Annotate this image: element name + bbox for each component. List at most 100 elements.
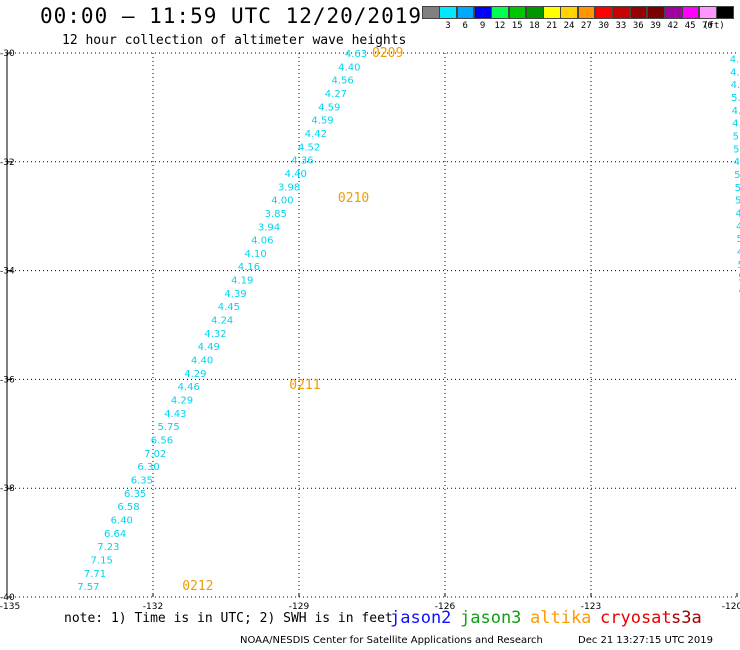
wave-height-label: 5.33	[738, 273, 740, 284]
wave-height-label: 4.10	[244, 249, 266, 260]
wave-height-label: 4.48	[732, 119, 740, 130]
wave-height-label: 4.47	[738, 286, 740, 297]
x-tick-label: -123	[581, 602, 601, 612]
wave-height-label: 4.63	[345, 49, 367, 60]
wave-height-label: 7.23	[97, 542, 119, 553]
wave-height-label: 6.56	[151, 436, 173, 447]
wave-height-label: 4.59	[318, 102, 340, 113]
wave-height-label: 4.59	[311, 116, 333, 127]
wave-height-label: 4.24	[211, 316, 233, 327]
wave-height-label: 4.29	[184, 369, 206, 380]
wave-height-label: 4.82	[734, 157, 740, 168]
pass-time-label: 0210	[338, 191, 369, 206]
wave-height-label: 5.75	[158, 422, 180, 433]
generated-timestamp: Dec 21 13:27:15 UTC 2019	[578, 635, 713, 646]
x-tick-label: -126	[435, 602, 456, 612]
wave-height-label: 4.39	[224, 289, 246, 300]
wave-height-label: 4.46	[178, 382, 200, 393]
wave-height-label: 4.45	[218, 302, 240, 313]
wave-height-label: 6.40	[111, 515, 133, 526]
wave-height-label: 4.85	[732, 106, 740, 117]
legend-swatch-label: 18	[529, 21, 540, 31]
wave-height-label: 6.30	[137, 462, 159, 473]
satellite-name-cryosat: cryosat	[600, 608, 672, 628]
wave-height-label: 4.29	[171, 396, 193, 407]
wave-height-label: 5.98	[734, 170, 740, 181]
wave-height-label: 7.71	[84, 569, 106, 580]
wave-height-label: 3.85	[265, 209, 287, 220]
legend-swatch-label: 3	[445, 21, 451, 31]
wave-height-label: 4.42	[305, 129, 327, 140]
legend-swatch	[491, 6, 509, 19]
wave-height-label: 6.35	[124, 489, 146, 500]
legend-swatch-label: 70	[702, 21, 713, 31]
wave-height-label: 4.40	[285, 169, 307, 180]
wave-height-label: 5.51	[737, 260, 740, 271]
pass-time-label: 0211	[289, 378, 320, 393]
wave-height-label: 6.35	[131, 475, 153, 486]
y-tick-label: -30	[0, 49, 15, 59]
legend-swatch-label: 39	[650, 21, 661, 31]
legend-unit-label: (ft)	[703, 21, 725, 31]
wave-height-label: 4.19	[231, 276, 253, 287]
wave-height-label: 6.64	[104, 529, 126, 540]
footer-note: note: 1) Time is in UTC; 2) SWH is in fe…	[64, 611, 393, 626]
y-tick-label: -32	[0, 158, 15, 168]
wave-height-label: 4.84	[736, 209, 740, 220]
x-tick-label: -135	[0, 602, 20, 612]
wave-height-label: 5.54	[735, 183, 740, 194]
x-tick-label: -120	[722, 602, 740, 612]
satellite-name-jason3: jason3	[460, 608, 522, 628]
credit-text: NOAA/NESDIS Center for Satellite Applica…	[240, 635, 543, 646]
page-subtitle: 12 hour collection of altimeter wave hei…	[62, 33, 407, 48]
satellite-name-s3a: s3a	[671, 608, 702, 628]
wave-height-label: 7.15	[91, 555, 113, 566]
legend-swatch	[577, 6, 596, 19]
x-tick-label: -132	[143, 602, 163, 612]
wave-height-label: 4.76	[731, 80, 740, 91]
wave-height-label: 4.32	[204, 329, 226, 340]
legend-swatch-label: 6	[462, 21, 468, 31]
y-tick-label: -34	[0, 267, 15, 277]
wave-height-label: 4.36	[291, 156, 313, 167]
wave-height-label: 3.98	[278, 182, 300, 193]
wave-height-label: 4.43	[164, 409, 186, 420]
x-tick-label: -129	[289, 602, 310, 612]
wave-height-label: 4.88	[730, 67, 740, 78]
wave-height-label: 5.23	[733, 144, 740, 155]
legend-swatch-label: 42	[667, 21, 679, 31]
legend-swatch-label: 21	[546, 21, 558, 31]
wave-height-label: 5.74	[733, 131, 740, 142]
legend-swatch-label: 33	[615, 21, 627, 31]
legend-swatch-label: 30	[598, 21, 610, 31]
wave-height-label: 4.27	[325, 89, 347, 100]
wave-height-label: 5.98	[731, 93, 740, 104]
legend-swatch-label: 27	[580, 21, 592, 31]
y-tick-label: -40	[0, 593, 15, 603]
wave-height-label: 4.40	[191, 356, 213, 367]
wave-height-label: 4.06	[251, 236, 273, 247]
wave-height-label: 7.02	[144, 449, 166, 460]
wave-height-label: 4.16	[238, 262, 260, 273]
satellite-name-altika: altika	[530, 608, 592, 628]
wave-height-label: 4.40	[338, 62, 360, 73]
legend-swatch-label: 45	[684, 21, 696, 31]
wave-height-label: 4.94	[737, 247, 740, 258]
wave-height-label: 5.38	[739, 298, 740, 309]
wave-height-label: 6.58	[117, 502, 139, 513]
wave-height-label: 3.94	[258, 222, 280, 233]
legend-swatch-label: 12	[494, 21, 506, 31]
legend-swatch-label: 36	[632, 21, 644, 31]
wave-height-label: 4.56	[331, 76, 353, 87]
y-tick-label: -38	[0, 484, 15, 494]
wave-height-label: 5.32	[735, 196, 740, 207]
pass-time-label: 0212	[182, 579, 213, 594]
wave-height-label: 4.00	[271, 196, 293, 207]
legend-swatch	[664, 6, 682, 19]
legend-swatch	[716, 6, 734, 19]
pass-time-label: 0209	[372, 46, 403, 61]
legend-swatch-label: 24	[563, 21, 575, 31]
wave-height-label: 4.52	[298, 142, 320, 153]
